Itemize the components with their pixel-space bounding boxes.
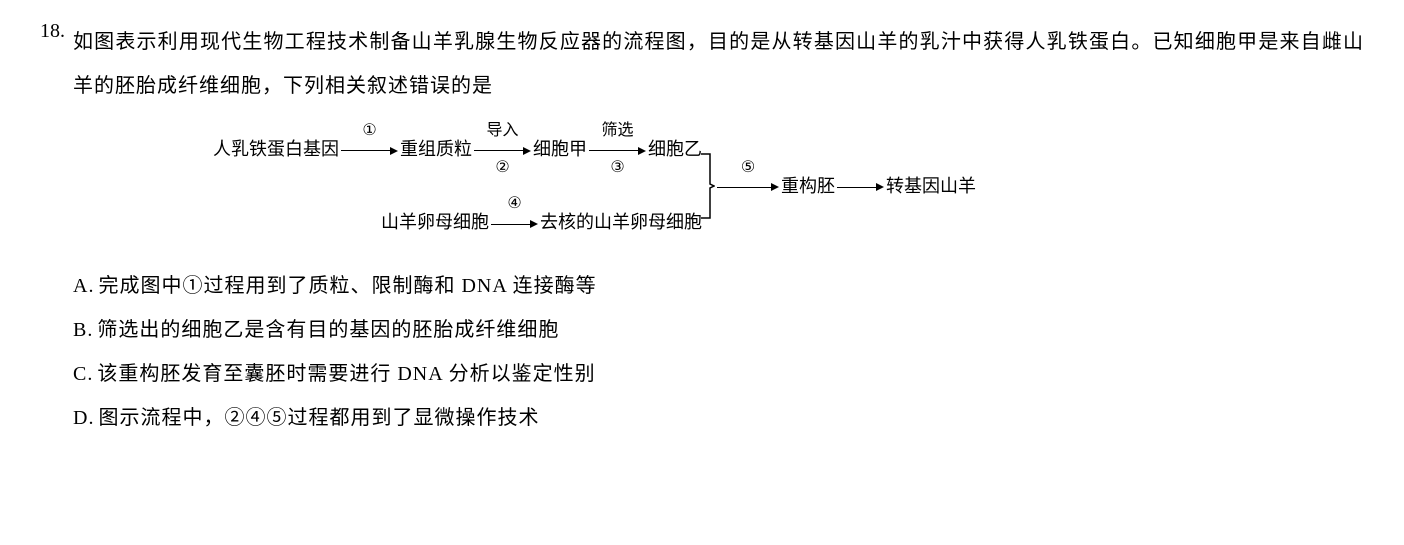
node-gene: 人乳铁蛋白基因 bbox=[213, 137, 339, 162]
option-d: D.图示流程中，②④⑤过程都用到了显微操作技术 bbox=[73, 396, 1364, 440]
question-number: 18. bbox=[40, 20, 65, 43]
arrow-5: ⑤ x bbox=[717, 160, 779, 213]
option-b: B.筛选出的细胞乙是含有目的基因的胚胎成纤维细胞 bbox=[73, 308, 1364, 352]
node-cell-b: 细胞乙 bbox=[648, 137, 702, 162]
flow-left-column: 人乳铁蛋白基因 ① x 重组质粒 导入 bbox=[213, 123, 702, 249]
option-c-label: C. bbox=[73, 363, 93, 385]
option-c-text: 该重构胚发育至囊胚时需要进行 DNA 分析以鉴定性别 bbox=[97, 363, 595, 385]
option-a-text: 完成图中①过程用到了质粒、限制酶和 DNA 连接酶等 bbox=[98, 275, 596, 297]
arrow-4: ④ x bbox=[491, 196, 538, 249]
node-embryo: 重构胚 bbox=[781, 174, 835, 199]
arrow-1: ① x bbox=[341, 123, 398, 176]
question-stem: 如图表示利用现代生物工程技术制备山羊乳腺生物反应器的流程图，目的是从转基因山羊的… bbox=[73, 20, 1364, 108]
arrow-3: 筛选 ③ bbox=[589, 123, 646, 176]
option-d-label: D. bbox=[73, 407, 94, 429]
flow-right-side: ⑤ x 重构胚 转基因山羊 bbox=[715, 160, 976, 213]
option-b-text: 筛选出的细胞乙是含有目的基因的胚胎成纤维细胞 bbox=[97, 319, 559, 341]
arrow3-bottom: ③ bbox=[610, 160, 624, 176]
question-content: 如图表示利用现代生物工程技术制备山羊乳腺生物反应器的流程图，目的是从转基因山羊的… bbox=[73, 20, 1364, 440]
node-cell-a: 细胞甲 bbox=[533, 137, 587, 162]
node-enucleated-egg: 去核的山羊卵母细胞 bbox=[540, 210, 702, 235]
question-block: 18. 如图表示利用现代生物工程技术制备山羊乳腺生物反应器的流程图，目的是从转基… bbox=[40, 20, 1364, 440]
option-d-text: 图示流程中，②④⑤过程都用到了显微操作技术 bbox=[98, 407, 539, 429]
node-egg: 山羊卵母细胞 bbox=[381, 210, 489, 235]
flow-merge-row: 人乳铁蛋白基因 ① x 重组质粒 导入 bbox=[213, 123, 1364, 249]
option-a: A.完成图中①过程用到了质粒、限制酶和 DNA 连接酶等 bbox=[73, 264, 1364, 308]
arrow-2: 导入 ② bbox=[474, 123, 531, 176]
bracket-section bbox=[700, 152, 715, 220]
arrow2-bottom: ② bbox=[495, 160, 509, 176]
option-b-label: B. bbox=[73, 319, 93, 341]
options-list: A.完成图中①过程用到了质粒、限制酶和 DNA 连接酶等 B.筛选出的细胞乙是含… bbox=[73, 264, 1364, 440]
flow-top-row: 人乳铁蛋白基因 ① x 重组质粒 导入 bbox=[213, 123, 702, 176]
node-plasmid: 重组质粒 bbox=[400, 137, 472, 162]
flowchart-container: 人乳铁蛋白基因 ① x 重组质粒 导入 bbox=[73, 123, 1364, 249]
option-a-label: A. bbox=[73, 275, 94, 297]
node-transgenic-goat: 转基因山羊 bbox=[886, 174, 976, 199]
arrow-6 bbox=[837, 174, 884, 199]
flowchart: 人乳铁蛋白基因 ① x 重组质粒 导入 bbox=[213, 123, 1364, 249]
flow-bottom-row: 山羊卵母细胞 ④ x 去核的山羊卵母细胞 bbox=[213, 196, 702, 249]
option-c: C.该重构胚发育至囊胚时需要进行 DNA 分析以鉴定性别 bbox=[73, 352, 1364, 396]
bracket-icon bbox=[700, 152, 715, 220]
